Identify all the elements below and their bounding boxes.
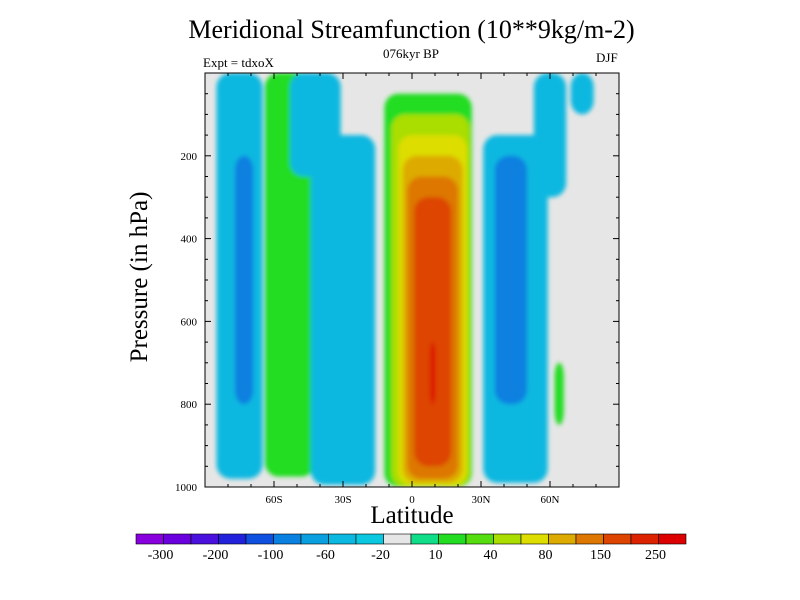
colorbar-swatch — [575, 533, 604, 545]
y-tick-label: 1000 — [175, 482, 198, 494]
colorbar-label: -20 — [371, 548, 390, 563]
colorbar-swatch — [355, 533, 384, 545]
colorbar-swatch — [438, 533, 467, 545]
colorbar-swatch — [520, 533, 549, 545]
y-tick-label: 600 — [181, 316, 198, 328]
colorbar-swatch — [328, 533, 357, 545]
colorbar-label: 10 — [429, 548, 443, 563]
colorbar-label: -60 — [316, 548, 335, 563]
colorbar-swatch — [163, 533, 192, 545]
contour-region-northern-upper-negative — [533, 73, 567, 198]
colorbar-swatch — [603, 533, 632, 545]
y-tick-label: 400 — [181, 234, 198, 246]
chart-title: Meridional Streamfunction (10**9kg/m-2) — [188, 15, 635, 44]
colorbar-swatch — [273, 533, 302, 545]
colorbar-swatch — [548, 533, 577, 545]
chart-subtitle: 076kyr BP — [383, 46, 439, 61]
experiment-label: Expt = tdxoX — [203, 55, 274, 70]
contour-region-northern-lower-positive — [554, 362, 564, 425]
contour-region-southern-cell-1-core — [234, 155, 254, 405]
contour-region-northern-hadley-core — [430, 342, 435, 405]
colorbar-swatch — [190, 533, 219, 545]
y-tick-label: 800 — [181, 399, 198, 411]
colorbar-label: 40 — [484, 548, 498, 563]
colorbar-swatch — [300, 533, 329, 545]
colorbar-label: 150 — [590, 548, 611, 563]
colorbar-swatch — [658, 533, 687, 545]
colorbar-swatch — [218, 533, 247, 545]
colorbar-swatch — [410, 533, 439, 545]
x-tick-label: 30S — [334, 494, 351, 506]
colorbar-swatch — [465, 533, 494, 545]
x-tick-label: 30N — [472, 494, 491, 506]
colorbar-label: -300 — [148, 548, 174, 563]
colorbar-label: -100 — [258, 548, 284, 563]
colorbar-swatch — [245, 533, 274, 545]
y-axis-ticks: 200 400 600 800 1000 — [175, 93, 619, 494]
colorbar-label: 250 — [645, 548, 666, 563]
colorbar-swatch — [383, 533, 412, 545]
colorbar-swatch — [493, 533, 522, 545]
contour-regions — [216, 73, 594, 487]
contour-region-northern-polar-negative — [570, 73, 594, 115]
contour-region-northern-ferrel-core — [494, 155, 527, 405]
contour-region-northern-hadley-6 — [414, 197, 452, 467]
season-label: DJF — [596, 50, 618, 65]
contour-region-southern-hadley-negative — [310, 135, 376, 485]
colorbar-label: 80 — [539, 548, 553, 563]
x-tick-label: 60N — [541, 494, 560, 506]
y-tick-label: 200 — [181, 151, 198, 163]
x-axis-ticks: 60S 30S 0 30N 60N — [227, 73, 597, 506]
x-tick-label: 60S — [265, 494, 282, 506]
colorbar-swatch — [135, 533, 164, 545]
colorbar-label: -200 — [203, 548, 229, 563]
colorbar: -300 -200 -100 -60 -20 10 40 80 150 250 — [135, 533, 687, 563]
x-axis-label: Latitude — [370, 502, 454, 529]
colorbar-swatch — [630, 533, 659, 545]
x-tick-label: 0 — [409, 494, 415, 506]
